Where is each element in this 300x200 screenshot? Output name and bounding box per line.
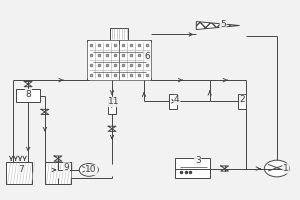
Text: 6: 6 xyxy=(144,52,150,61)
Bar xyxy=(169,94,177,109)
Text: 2: 2 xyxy=(240,95,245,104)
Text: V: V xyxy=(172,99,175,104)
Text: 5: 5 xyxy=(220,20,226,29)
Text: V: V xyxy=(240,99,244,104)
Text: V: V xyxy=(110,104,114,109)
Circle shape xyxy=(264,160,290,177)
Circle shape xyxy=(79,164,98,176)
Bar xyxy=(238,94,246,109)
Text: 7: 7 xyxy=(18,165,24,174)
Text: 9: 9 xyxy=(64,163,69,172)
Bar xyxy=(110,28,128,40)
Polygon shape xyxy=(196,22,240,29)
Text: 4: 4 xyxy=(174,95,180,104)
Bar xyxy=(87,40,152,80)
Bar xyxy=(108,99,116,114)
Bar xyxy=(45,162,71,184)
Text: 11: 11 xyxy=(108,97,119,106)
Bar xyxy=(6,162,32,184)
Text: 10: 10 xyxy=(85,165,97,174)
Bar xyxy=(176,158,210,178)
Text: 1: 1 xyxy=(283,164,289,173)
Text: 3: 3 xyxy=(195,156,201,165)
Text: 8: 8 xyxy=(26,90,31,99)
Bar xyxy=(16,89,40,102)
